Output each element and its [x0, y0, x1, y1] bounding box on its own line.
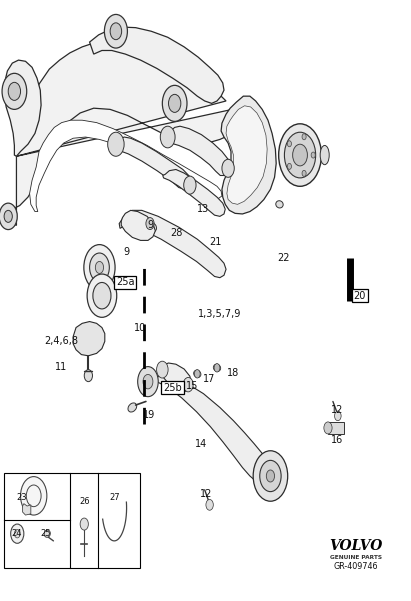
Ellipse shape: [194, 370, 201, 377]
Polygon shape: [8, 41, 236, 225]
Circle shape: [160, 126, 175, 148]
Circle shape: [110, 23, 122, 40]
Text: 27: 27: [109, 493, 120, 502]
Circle shape: [206, 499, 213, 510]
Circle shape: [162, 85, 187, 121]
Circle shape: [311, 152, 315, 158]
Circle shape: [279, 124, 321, 186]
Polygon shape: [163, 169, 225, 216]
Text: 1,3,5,7,9: 1,3,5,7,9: [198, 309, 242, 319]
Circle shape: [84, 370, 92, 382]
Ellipse shape: [148, 222, 157, 232]
Circle shape: [95, 261, 104, 273]
Circle shape: [324, 422, 332, 434]
Text: 9: 9: [124, 248, 129, 257]
Polygon shape: [159, 363, 191, 392]
Polygon shape: [119, 210, 226, 278]
Text: 28: 28: [171, 228, 183, 238]
Text: 25a: 25a: [116, 278, 135, 287]
Circle shape: [4, 210, 12, 222]
Circle shape: [104, 14, 127, 48]
Text: 2,4,6,8: 2,4,6,8: [44, 337, 78, 346]
Circle shape: [146, 218, 154, 230]
Polygon shape: [73, 322, 105, 356]
Ellipse shape: [44, 530, 50, 537]
Polygon shape: [144, 376, 271, 484]
Text: 12: 12: [200, 489, 212, 499]
Text: VOLVO: VOLVO: [329, 538, 382, 553]
Polygon shape: [90, 27, 224, 103]
Circle shape: [108, 132, 124, 156]
Polygon shape: [165, 126, 231, 175]
Circle shape: [87, 274, 117, 317]
Circle shape: [284, 132, 316, 178]
Text: 25b: 25b: [163, 383, 182, 392]
Polygon shape: [23, 504, 31, 515]
Text: 24: 24: [11, 529, 22, 538]
Ellipse shape: [276, 201, 283, 208]
Polygon shape: [221, 96, 276, 214]
Polygon shape: [113, 137, 192, 189]
Text: 12: 12: [331, 405, 343, 415]
Circle shape: [253, 451, 288, 501]
Ellipse shape: [320, 145, 329, 165]
Text: 10: 10: [134, 323, 146, 332]
Circle shape: [26, 485, 41, 507]
Circle shape: [214, 364, 220, 372]
Ellipse shape: [128, 403, 137, 412]
Circle shape: [90, 253, 109, 282]
Circle shape: [14, 529, 20, 538]
Circle shape: [8, 82, 21, 100]
Text: 23: 23: [16, 493, 27, 502]
Text: 26: 26: [79, 498, 90, 506]
Circle shape: [169, 94, 181, 112]
Text: 14: 14: [195, 439, 208, 448]
Text: 25: 25: [41, 529, 51, 538]
Text: GR-409746: GR-409746: [333, 562, 378, 570]
Circle shape: [2, 73, 27, 109]
Circle shape: [11, 524, 24, 543]
Text: 13: 13: [197, 204, 210, 214]
Circle shape: [335, 411, 341, 421]
Text: 9: 9: [147, 221, 153, 230]
Circle shape: [93, 282, 111, 309]
Circle shape: [157, 361, 168, 378]
Circle shape: [302, 170, 306, 176]
Ellipse shape: [213, 364, 221, 371]
Circle shape: [84, 245, 115, 290]
Bar: [328, 422, 344, 434]
Text: 11: 11: [55, 362, 67, 371]
Text: 21: 21: [210, 237, 222, 246]
Circle shape: [260, 460, 281, 492]
Text: 15: 15: [186, 381, 199, 391]
Polygon shape: [226, 106, 267, 204]
Polygon shape: [4, 60, 41, 156]
Circle shape: [222, 159, 234, 177]
Text: 19: 19: [143, 410, 155, 419]
Text: 22: 22: [277, 254, 290, 263]
Bar: [4, 473, 140, 568]
Text: 20: 20: [353, 291, 366, 300]
Circle shape: [21, 477, 47, 515]
Circle shape: [293, 144, 307, 166]
Circle shape: [138, 367, 158, 397]
Polygon shape: [30, 120, 222, 212]
Circle shape: [194, 370, 200, 378]
Circle shape: [80, 518, 88, 530]
Circle shape: [184, 176, 196, 194]
Circle shape: [143, 374, 153, 389]
Text: 17: 17: [203, 374, 215, 383]
Circle shape: [287, 141, 291, 147]
Circle shape: [287, 163, 291, 169]
Circle shape: [302, 134, 306, 140]
Circle shape: [266, 470, 275, 482]
Text: 18: 18: [227, 368, 239, 377]
Text: GENUINE PARTS: GENUINE PARTS: [330, 555, 381, 560]
Polygon shape: [121, 210, 155, 240]
Text: 16: 16: [331, 435, 343, 445]
Circle shape: [183, 377, 193, 392]
Circle shape: [0, 203, 17, 230]
